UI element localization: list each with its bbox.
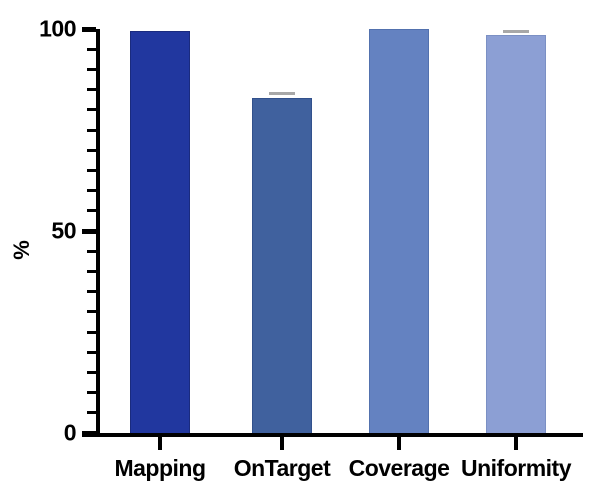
y-minor-tick bbox=[87, 391, 96, 395]
y-minor-tick bbox=[87, 310, 96, 314]
bar-uniformity bbox=[486, 35, 546, 433]
y-minor-tick bbox=[87, 350, 96, 354]
y-tick-label: 0 bbox=[63, 419, 77, 446]
x-axis-line bbox=[82, 433, 583, 437]
y-major-tick bbox=[82, 26, 96, 32]
error-bar-cap bbox=[503, 29, 529, 33]
y-tick-label: 100 bbox=[39, 15, 76, 42]
bar-coverage bbox=[369, 29, 429, 433]
y-minor-tick bbox=[87, 370, 96, 374]
y-minor-tick bbox=[87, 209, 96, 213]
bar-mapping bbox=[130, 31, 190, 433]
y-minor-tick bbox=[87, 47, 96, 51]
y-minor-tick bbox=[87, 249, 96, 253]
x-tick bbox=[280, 437, 284, 450]
y-minor-tick bbox=[87, 67, 96, 71]
x-tick bbox=[158, 437, 162, 450]
x-tick bbox=[514, 437, 518, 450]
y-tick-label: 50 bbox=[51, 217, 76, 244]
x-tick bbox=[397, 437, 401, 450]
y-major-tick bbox=[82, 228, 96, 234]
x-category-label: Uniformity bbox=[461, 455, 572, 481]
y-minor-tick bbox=[87, 168, 96, 172]
y-minor-tick bbox=[87, 108, 96, 112]
y-minor-tick bbox=[87, 128, 96, 132]
y-minor-tick bbox=[87, 88, 96, 92]
y-minor-tick bbox=[87, 189, 96, 193]
y-minor-tick bbox=[87, 148, 96, 152]
y-axis-line bbox=[96, 29, 100, 437]
x-category-label: Coverage bbox=[348, 455, 450, 481]
x-category-label: Mapping bbox=[114, 455, 206, 481]
y-minor-tick bbox=[87, 330, 96, 334]
x-category-label: OnTarget bbox=[233, 455, 331, 481]
y-major-tick bbox=[82, 430, 96, 436]
y-minor-tick bbox=[87, 269, 96, 273]
bar-ontarget bbox=[252, 97, 312, 433]
y-minor-tick bbox=[87, 411, 96, 415]
y-minor-tick bbox=[87, 290, 96, 294]
error-bar-cap bbox=[269, 92, 295, 96]
